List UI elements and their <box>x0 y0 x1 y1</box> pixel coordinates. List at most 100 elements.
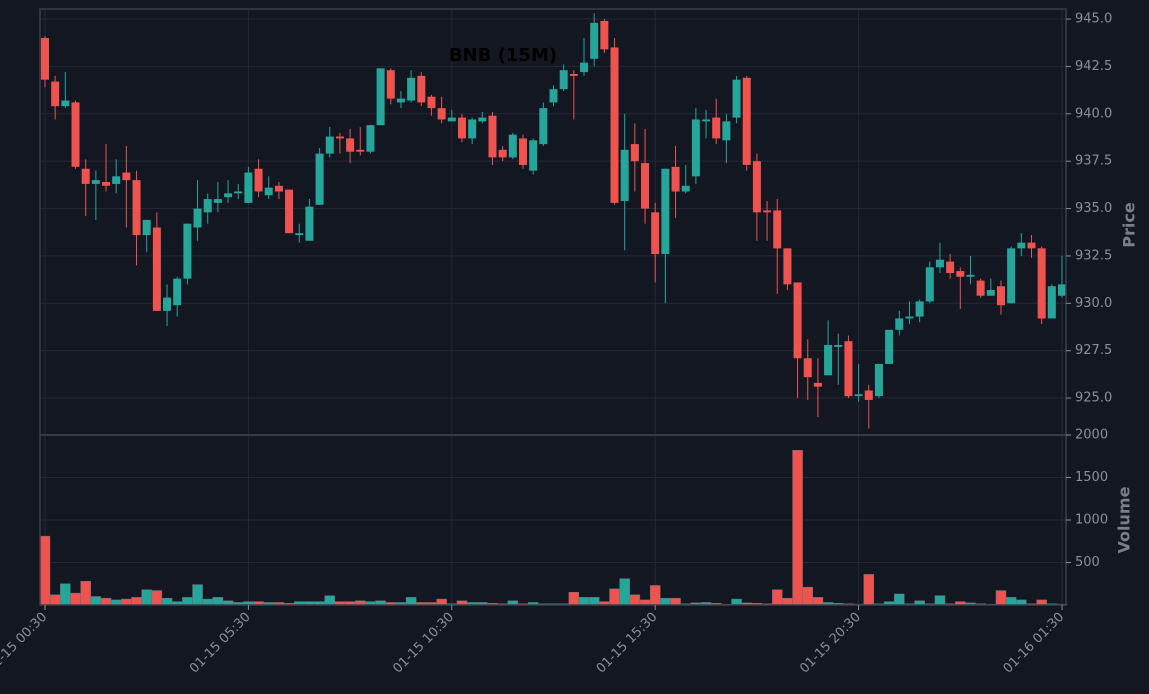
candle-body <box>1047 286 1056 319</box>
y-tick-label: 925.0 <box>1075 391 1112 406</box>
volume-axis-label: Volume <box>1115 486 1134 553</box>
candle-body <box>508 134 517 158</box>
y-tick-label: 942.5 <box>1075 59 1112 74</box>
volume-bar <box>141 589 152 606</box>
candle-body <box>518 138 527 165</box>
chart-title: BNB (15M) <box>449 45 557 66</box>
candle-body <box>732 79 741 118</box>
volume-bar <box>578 597 590 606</box>
candle-body <box>1027 242 1036 249</box>
candle-body <box>325 136 334 154</box>
candle-body <box>610 47 619 203</box>
volume-bar <box>629 594 641 606</box>
candle-body <box>1037 248 1046 319</box>
candle-body <box>783 248 792 285</box>
candle-body <box>803 358 812 378</box>
candle-body <box>1058 284 1066 296</box>
volume-bar <box>100 597 112 606</box>
candle-body <box>895 318 904 330</box>
candle-body <box>691 119 700 177</box>
volume-bar <box>731 598 742 606</box>
volume-bar <box>202 598 213 606</box>
candle-body <box>437 108 446 120</box>
y-axis-label: Price <box>1120 202 1139 248</box>
y-tick-label: 945.0 <box>1075 12 1112 27</box>
candle-body <box>834 344 843 347</box>
candle-body <box>396 98 405 103</box>
candle-body <box>752 161 761 213</box>
candle-body <box>824 344 833 376</box>
candle-body <box>447 117 456 122</box>
candle-body <box>559 70 568 90</box>
candle-body <box>213 199 222 203</box>
candle-body <box>163 297 172 311</box>
y-tick-label: 937.5 <box>1075 154 1112 169</box>
volume-bar <box>771 589 783 606</box>
candle-body <box>346 138 355 152</box>
candle-body <box>671 166 680 192</box>
candle-body <box>580 62 589 73</box>
candle-body <box>102 182 111 186</box>
y-tick-label: 930.0 <box>1075 296 1112 311</box>
volume-bar <box>1016 599 1027 606</box>
volume-bar <box>110 599 122 606</box>
volume-bar <box>1005 597 1017 606</box>
candle-body <box>254 168 263 192</box>
candle-body <box>854 394 863 397</box>
volume-bar <box>192 584 203 606</box>
candle-body <box>41 37 49 80</box>
volume-bar <box>212 597 224 606</box>
candle-body <box>956 271 965 277</box>
candle-body <box>142 219 151 236</box>
candle-body <box>71 102 80 167</box>
volume-tick-label: 1500 <box>1075 470 1108 485</box>
volume-bar <box>568 592 580 606</box>
volume-bar <box>649 585 661 606</box>
candle-body <box>234 191 243 194</box>
volume-bar <box>182 597 193 606</box>
candle-body <box>335 136 344 139</box>
candle-body <box>539 108 548 145</box>
volume-bar <box>894 593 905 606</box>
candle-body <box>885 329 894 364</box>
candle-body <box>356 149 365 152</box>
candle-body <box>407 77 416 101</box>
candle-body <box>305 206 314 241</box>
candle-body <box>590 22 599 59</box>
volume-bar <box>995 590 1007 606</box>
candle-body <box>620 149 629 201</box>
candle-body <box>935 259 944 268</box>
volume-bar <box>39 535 51 606</box>
candle-body <box>976 280 985 296</box>
candle-body <box>712 117 721 139</box>
candle-body <box>295 233 304 236</box>
candle-body <box>915 301 924 317</box>
candle-body <box>966 274 975 277</box>
candle-body <box>122 172 131 181</box>
candle-body <box>478 117 487 122</box>
volume-tick-label: 500 <box>1075 555 1100 570</box>
candle-body <box>722 121 731 141</box>
volume-bar <box>782 597 793 606</box>
volume-bar <box>151 590 163 606</box>
candle-body <box>112 176 121 184</box>
volume-bar <box>1036 599 1047 606</box>
volume-tick-label: 1000 <box>1075 513 1108 528</box>
candle-body <box>457 117 466 139</box>
candle-body <box>742 77 751 165</box>
candle-body <box>51 81 60 107</box>
candle-body <box>61 100 70 107</box>
candle-body <box>569 73 578 76</box>
candle-body <box>651 212 660 255</box>
candle-body <box>925 267 934 302</box>
candle-body <box>274 185 283 192</box>
candle-body <box>132 180 141 236</box>
volume-bar <box>670 597 681 606</box>
candle-body <box>417 75 426 103</box>
volume-bar <box>60 583 71 606</box>
candle-body <box>173 278 182 306</box>
candle-body <box>874 363 883 397</box>
volume-bar <box>436 598 447 606</box>
y-tick-label: 935.0 <box>1075 201 1112 216</box>
volume-tick-label: 2000 <box>1075 428 1108 443</box>
